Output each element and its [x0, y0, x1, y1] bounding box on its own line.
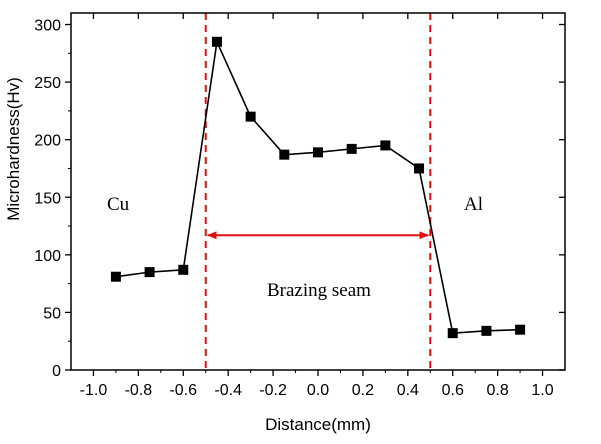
- x-tick-label: -0.4: [214, 382, 242, 399]
- y-tick-label: 0: [52, 363, 61, 380]
- y-tick-label: 250: [34, 75, 61, 92]
- x-tick-label: -0.8: [125, 382, 153, 399]
- data-point-3: [178, 264, 189, 275]
- data-point-9: [380, 140, 391, 151]
- data-point-12: [481, 325, 492, 336]
- x-tick-label: 0.4: [397, 382, 419, 399]
- plot-frame: [70, 12, 566, 371]
- y-tick-label: 200: [34, 133, 61, 150]
- x-tick-label: 0.6: [442, 382, 464, 399]
- al-label: Al: [464, 194, 483, 215]
- y-tick-label: 300: [34, 18, 61, 35]
- x-tick-label: 0.2: [352, 382, 374, 399]
- x-tick-label: 1.0: [531, 382, 553, 399]
- x-tick-label: -1.0: [80, 382, 108, 399]
- x-tick-label: 0.0: [307, 382, 329, 399]
- x-tick-label: -0.6: [169, 382, 197, 399]
- data-point-11: [447, 328, 458, 339]
- y-tick-label: 150: [34, 190, 61, 207]
- y-axis-title: Microhardness(Hv): [4, 77, 23, 221]
- x-tick-label: -0.2: [259, 382, 287, 399]
- data-point-13: [515, 324, 526, 335]
- cu-label: Cu: [107, 194, 130, 215]
- seam-label: Brazing seam: [267, 280, 371, 301]
- data-point-10: [414, 163, 425, 174]
- data-point-7: [313, 147, 323, 158]
- data-point-2: [144, 267, 155, 278]
- y-tick-label: 100: [34, 248, 61, 265]
- data-point-6: [279, 149, 290, 160]
- data-point-4: [211, 36, 222, 47]
- data-point-5: [245, 111, 256, 122]
- x-axis-title: Distance(mm): [265, 415, 371, 434]
- x-tick-label: 0.8: [487, 382, 509, 399]
- data-point-1: [110, 271, 121, 282]
- y-tick-label: 50: [43, 305, 61, 322]
- data-point-8: [346, 143, 357, 154]
